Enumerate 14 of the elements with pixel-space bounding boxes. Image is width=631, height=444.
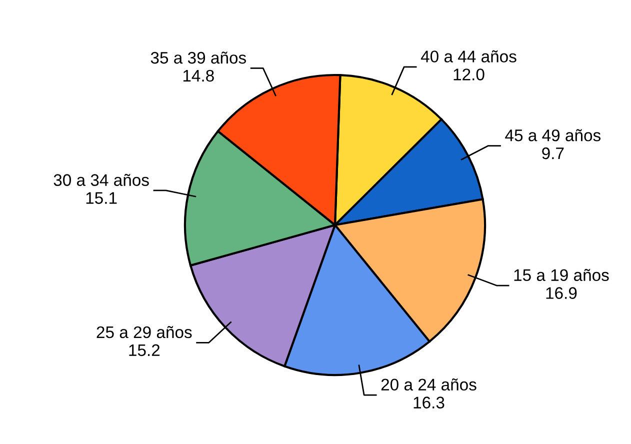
- slice-label: 30 a 34 años: [54, 174, 149, 186]
- slice-label: 35 a 39 años: [150, 52, 246, 64]
- data-label: 15.1: [86, 192, 117, 204]
- data-label: 14.8: [183, 70, 214, 82]
- data-label: 16.9: [546, 287, 577, 299]
- slice-label: 20 a 24 años: [381, 378, 476, 391]
- slice-label: 25 a 29 años: [96, 326, 192, 338]
- data-label: 12.0: [454, 68, 484, 80]
- data-label: 16.3: [414, 396, 444, 408]
- data-label: 15.2: [129, 344, 160, 356]
- slice-label: 40 a 44 años: [420, 50, 516, 62]
- slice-label: 15 a 19 años: [514, 268, 609, 282]
- data-label: 9.7: [542, 147, 564, 160]
- slice-label: 45 a 49 años: [505, 129, 601, 142]
